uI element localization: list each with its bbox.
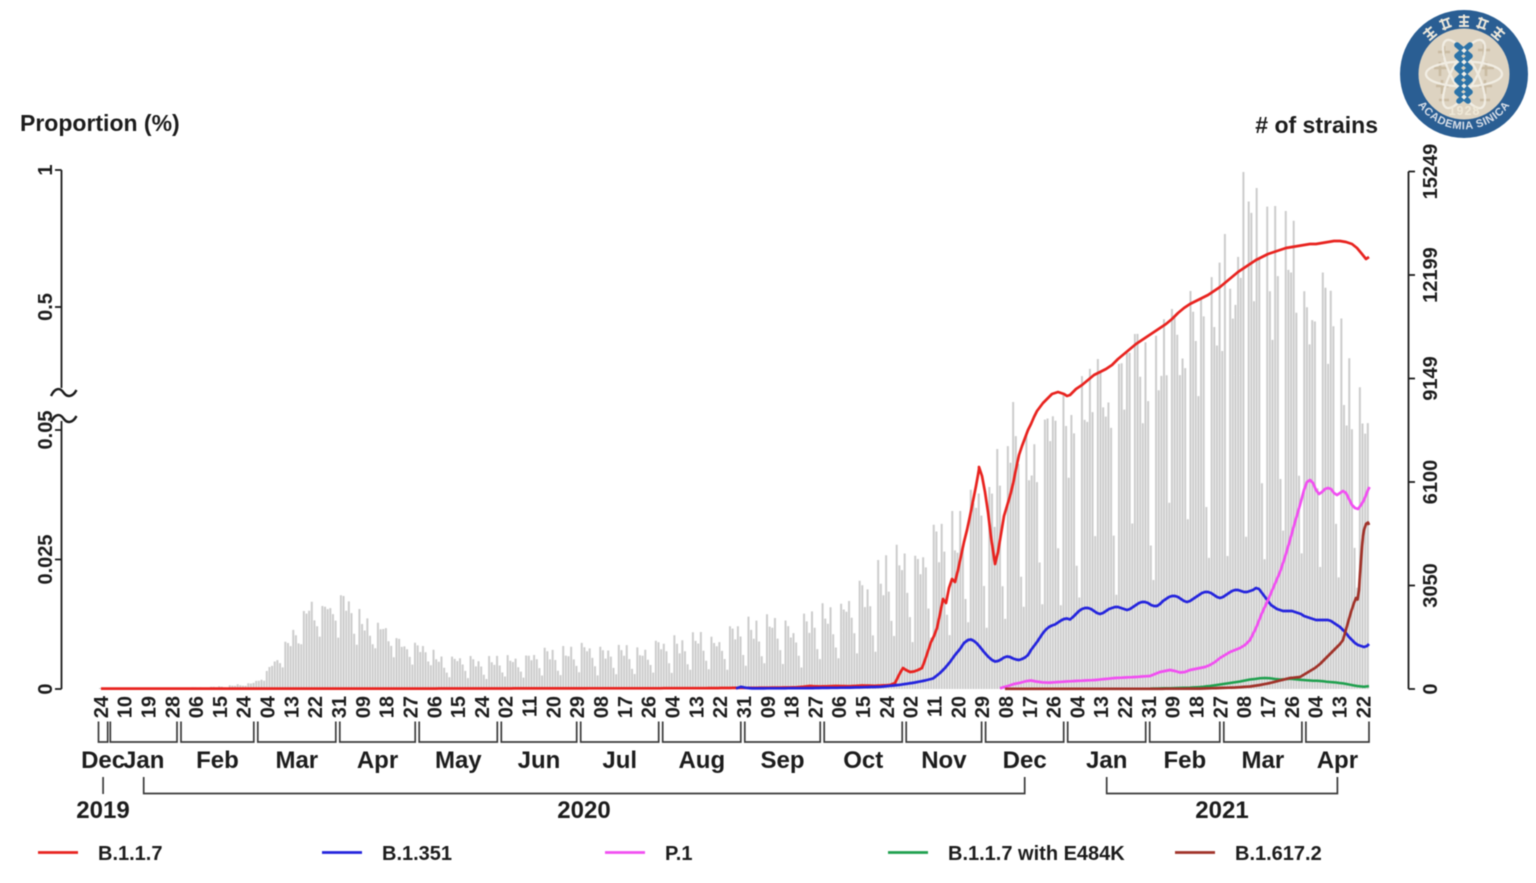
svg-text:19: 19 [138,696,160,718]
svg-text:Jan: Jan [123,747,164,774]
svg-text:09: 09 [353,696,375,718]
svg-text:09: 09 [1163,696,1185,718]
svg-text:24: 24 [91,695,113,718]
svg-text:B.1.351: B.1.351 [382,843,452,865]
svg-text:18: 18 [377,696,399,718]
svg-text:24: 24 [472,695,494,718]
svg-text:06: 06 [424,696,446,718]
svg-text:# of strains: # of strains [1255,112,1378,138]
svg-text:6100: 6100 [1420,460,1442,505]
svg-text:22: 22 [1353,696,1375,718]
svg-text:27: 27 [1210,696,1232,718]
svg-text:B.1.1.7 with E484K: B.1.1.7 with E484K [948,843,1125,865]
svg-text:22: 22 [710,696,732,718]
svg-text:08: 08 [1234,696,1256,718]
svg-text:15: 15 [448,696,470,718]
svg-text:27: 27 [401,696,423,718]
svg-text:1: 1 [35,164,57,175]
svg-text:29: 29 [972,696,994,718]
svg-text:Jan: Jan [1086,747,1127,774]
svg-text:9149: 9149 [1420,356,1442,401]
svg-text:Dec: Dec [81,747,125,774]
svg-text:Oct: Oct [843,747,883,774]
svg-text:04: 04 [258,695,280,718]
svg-text:06: 06 [186,696,208,718]
svg-text:04: 04 [663,695,685,718]
svg-text:26: 26 [639,696,661,718]
svg-text:15249: 15249 [1420,144,1442,200]
svg-text:29: 29 [567,696,589,718]
svg-text:B.1.1.7: B.1.1.7 [98,843,162,865]
svg-text:13: 13 [686,696,708,718]
svg-text:0: 0 [1420,683,1442,694]
svg-text:31: 31 [734,696,756,718]
svg-text:17: 17 [615,696,637,718]
svg-text:24: 24 [234,695,256,718]
svg-text:Feb: Feb [196,747,239,774]
svg-text:2021: 2021 [1195,797,1248,824]
svg-text:13: 13 [281,696,303,718]
svg-text:20: 20 [948,696,970,718]
svg-text:Mar: Mar [1242,747,1285,774]
svg-text:09: 09 [758,696,780,718]
svg-text:17: 17 [1020,696,1042,718]
svg-text:2020: 2020 [557,797,610,824]
svg-text:18: 18 [1187,696,1209,718]
svg-text:02: 02 [496,696,518,718]
svg-text:04: 04 [1067,695,1089,718]
svg-text:Apr: Apr [1317,747,1358,774]
svg-text:0.025: 0.025 [35,534,57,584]
svg-text:06: 06 [829,696,851,718]
svg-text:11: 11 [925,696,947,717]
svg-text:Aug: Aug [678,747,725,774]
svg-text:Apr: Apr [357,747,398,774]
svg-text:0: 0 [35,683,57,694]
svg-text:Proportion (%): Proportion (%) [20,110,180,136]
svg-text:Jun: Jun [518,747,561,774]
svg-text:24: 24 [877,695,899,718]
svg-text:May: May [435,747,482,774]
svg-text:Feb: Feb [1163,747,1206,774]
svg-text:28: 28 [162,696,184,718]
svg-text:18: 18 [782,696,804,718]
svg-text:13: 13 [1329,696,1351,718]
svg-text:15: 15 [210,696,232,718]
svg-text:B.1.617.2: B.1.617.2 [1235,843,1322,865]
svg-text:26: 26 [1282,696,1304,718]
svg-text:Mar: Mar [275,747,318,774]
svg-text:Sep: Sep [760,747,804,774]
svg-text:26: 26 [1044,696,1066,718]
svg-text:Jul: Jul [602,747,637,774]
svg-text:27: 27 [805,696,827,718]
svg-text:13: 13 [1091,696,1113,718]
svg-text:17: 17 [1258,696,1280,718]
svg-text:08: 08 [996,696,1018,718]
svg-text:04: 04 [1306,695,1328,718]
svg-text:31: 31 [1139,696,1161,718]
svg-text:Nov: Nov [921,747,967,774]
svg-text:20: 20 [543,696,565,718]
svg-text:15: 15 [853,696,875,718]
svg-text:Dec: Dec [1003,747,1047,774]
svg-text:3050: 3050 [1420,563,1442,608]
svg-text:0.5: 0.5 [35,293,57,321]
svg-text:2019: 2019 [76,797,129,824]
svg-text:22: 22 [305,696,327,718]
svg-text:02: 02 [901,696,923,718]
svg-text:1928: 1928 [1449,104,1481,118]
svg-text:0.05: 0.05 [35,411,57,450]
svg-text:12199: 12199 [1420,247,1442,303]
svg-text:11: 11 [520,696,542,717]
svg-text:08: 08 [591,696,613,718]
svg-text:P.1: P.1 [665,843,692,865]
svg-text:31: 31 [329,696,351,718]
svg-text:22: 22 [1115,696,1137,718]
svg-text:10: 10 [115,696,137,718]
